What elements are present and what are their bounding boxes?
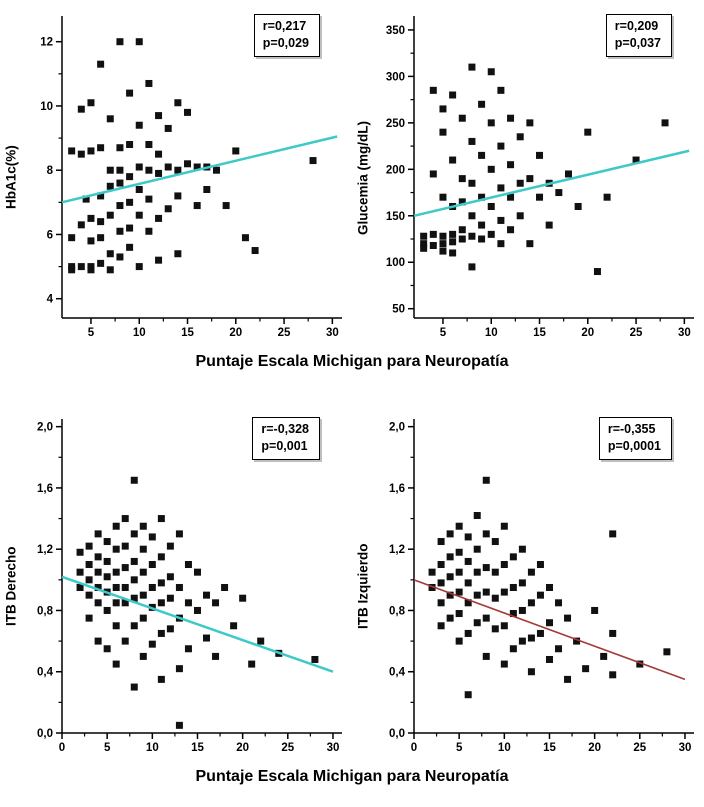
svg-text:1,2: 1,2 — [389, 544, 405, 556]
svg-text:20: 20 — [229, 327, 242, 339]
plot-wrap-itb-izquierdo: 0 5 10 15 20 25 30 0,0 0,4 0,8 1,2 1,6 2,0 r=-0,355 … — [374, 409, 704, 764]
svg-text:4: 4 — [47, 294, 54, 306]
svg-text:25: 25 — [633, 742, 646, 754]
svg-text:30: 30 — [326, 327, 339, 339]
svg-text:0,8: 0,8 — [389, 605, 406, 617]
y-axis-label-itb-derecho: ITB Derecho — [3, 546, 19, 627]
plot-area-itb-derecho: 0 5 10 15 20 25 30 0,0 0,4 0,8 1,2 1,6 2,0 — [22, 409, 352, 764]
stat-p: p=0,037 — [614, 35, 661, 50]
svg-text:30: 30 — [327, 742, 340, 754]
svg-text:25: 25 — [630, 327, 643, 339]
stat-r: r=0,217 — [262, 19, 307, 33]
svg-text:10: 10 — [40, 101, 53, 113]
stat-p: p=0,029 — [262, 35, 309, 50]
stats-box-itb-derecho: r=-0,328 p=0,001 — [252, 417, 320, 460]
svg-text:30: 30 — [678, 327, 691, 339]
stat-r: r=0,209 — [614, 19, 659, 33]
svg-text:0,0: 0,0 — [389, 728, 405, 740]
svg-text:20: 20 — [236, 742, 249, 754]
svg-text:20: 20 — [581, 327, 594, 339]
svg-text:350: 350 — [386, 25, 405, 37]
svg-text:0,4: 0,4 — [389, 667, 406, 679]
bottom-row: ITB Derecho 0 5 10 15 20 25 30 0,0 0,4 0,8 1,2 1,6 2… — [0, 409, 704, 764]
stats-box-glucemia: r=0,209 p=0,037 — [605, 14, 672, 57]
stat-p: p=0,0001 — [607, 438, 661, 453]
svg-text:100: 100 — [386, 257, 405, 269]
chart-itb-derecho: ITB Derecho 0 5 10 15 20 25 30 0,0 0,4 0,8 1,2 1,6 2… — [0, 409, 352, 764]
svg-text:6: 6 — [47, 229, 53, 241]
chart-itb-izquierdo: ITB Izquierdo 0 5 10 15 20 25 30 0,0 0,4 0,8 1,2 1,… — [352, 409, 704, 764]
svg-text:8: 8 — [47, 165, 54, 177]
svg-text:300: 300 — [386, 71, 405, 83]
svg-text:0,8: 0,8 — [37, 605, 54, 617]
stat-r: r=-0,355 — [607, 422, 656, 436]
svg-text:30: 30 — [679, 742, 692, 754]
svg-text:0: 0 — [411, 742, 417, 754]
svg-text:5: 5 — [456, 742, 463, 754]
svg-text:15: 15 — [543, 742, 556, 754]
svg-text:0,0: 0,0 — [37, 728, 53, 740]
svg-text:10: 10 — [498, 742, 511, 754]
svg-text:0,4: 0,4 — [37, 667, 54, 679]
plot-area-itb-izquierdo: 0 5 10 15 20 25 30 0,0 0,4 0,8 1,2 1,6 2,0 — [374, 409, 704, 764]
plot-wrap-glucemia: 5 10 15 20 25 30 50 100 150 200 250 300 350 r=0,209 … — [374, 6, 704, 349]
svg-text:1,6: 1,6 — [37, 483, 53, 495]
svg-text:10: 10 — [133, 327, 146, 339]
plot-wrap-itb-derecho: 0 5 10 15 20 25 30 0,0 0,4 0,8 1,2 1,6 2,0 r=-0,328 … — [22, 409, 352, 764]
svg-text:15: 15 — [191, 742, 204, 754]
plot-area-glucemia: 5 10 15 20 25 30 50 100 150 200 250 300 350 — [374, 6, 704, 349]
plot-area-hba1c: 5 10 15 20 25 30 4 6 8 10 12 — [22, 6, 352, 349]
y-axis-label-itb-izquierdo: ITB Izquierdo — [355, 543, 371, 630]
stats-box-itb-izquierdo: r=-0,355 p=0,0001 — [598, 417, 672, 460]
svg-text:5: 5 — [88, 327, 95, 339]
chart-hba1c: HbA1c(%) 5 10 15 20 25 30 4 6 8 10 12 r=0,217 p=0,… — [0, 6, 352, 349]
x-axis-title-bottom: Puntaje Escala Michigan para Neuropatía — [195, 768, 509, 785]
chart-glucemia: Glucemia (mg/dL) 5 10 15 20 25 30 50 100 150 200 2… — [352, 6, 704, 349]
stats-box-hba1c: r=0,217 p=0,029 — [253, 14, 320, 57]
svg-text:250: 250 — [386, 118, 405, 130]
svg-text:10: 10 — [146, 742, 159, 754]
x-axis-title-top: Puntaje Escala Michigan para Neuropatía — [195, 353, 509, 370]
svg-text:15: 15 — [181, 327, 194, 339]
svg-text:150: 150 — [386, 211, 405, 223]
top-row: HbA1c(%) 5 10 15 20 25 30 4 6 8 10 12 r=0,217 p=0,… — [0, 6, 704, 349]
svg-text:5: 5 — [104, 742, 111, 754]
svg-text:25: 25 — [278, 327, 291, 339]
svg-text:1,6: 1,6 — [389, 483, 405, 495]
svg-text:25: 25 — [281, 742, 294, 754]
svg-text:10: 10 — [485, 327, 498, 339]
svg-text:20: 20 — [588, 742, 601, 754]
svg-text:5: 5 — [440, 327, 447, 339]
svg-text:0: 0 — [59, 742, 65, 754]
svg-text:12: 12 — [40, 37, 53, 49]
y-axis-label-glucemia: Glucemia (mg/dL) — [355, 120, 371, 235]
stat-p: p=0,001 — [261, 438, 308, 453]
plot-wrap-hba1c: 5 10 15 20 25 30 4 6 8 10 12 r=0,217 p=0,029 — [22, 6, 352, 349]
stat-r: r=-0,328 — [261, 422, 309, 436]
svg-text:2,0: 2,0 — [37, 422, 53, 434]
svg-text:2,0: 2,0 — [389, 422, 405, 434]
y-axis-label-hba1c: HbA1c(%) — [3, 145, 19, 210]
svg-text:200: 200 — [386, 164, 405, 176]
svg-text:50: 50 — [392, 304, 405, 316]
svg-text:15: 15 — [533, 327, 546, 339]
svg-text:1,2: 1,2 — [37, 544, 53, 556]
